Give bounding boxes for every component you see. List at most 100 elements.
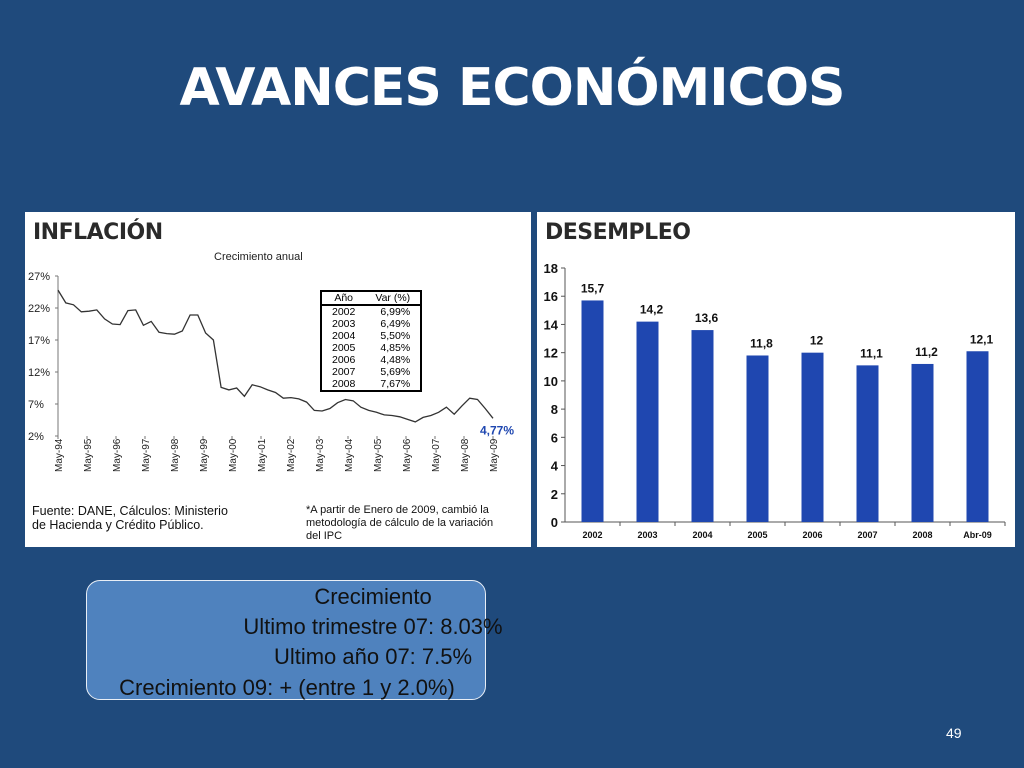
data-label: 12,1	[970, 332, 994, 346]
y-tick-label: 6	[551, 430, 558, 445]
table-cell: 2002	[332, 306, 356, 318]
footnote-line: metodología de cálculo de la variación	[306, 517, 494, 529]
x-tick-label: May-99	[199, 438, 210, 472]
data-label: 11,8	[750, 336, 773, 350]
growth-last-quarter: Ultimo trimestre 07: 8.03%	[243, 614, 503, 639]
x-tick-label: May-04	[344, 438, 355, 472]
bar	[856, 365, 879, 522]
data-label: 12	[810, 334, 824, 348]
bar	[801, 352, 824, 522]
last-value-label: 4,77%	[480, 423, 514, 437]
x-tick-label: 2006	[802, 530, 822, 540]
x-tick-label: May-02	[286, 438, 297, 472]
x-tick-label: 2008	[912, 530, 932, 540]
bar	[636, 321, 659, 522]
bar	[581, 300, 604, 522]
growth-last-year: Ultimo año 07: 7.5%	[273, 644, 473, 669]
y-tick-label: 4	[551, 459, 559, 474]
table-row: 2008 7,67%	[321, 378, 421, 391]
growth-2009: Crecimiento 09: + (entre 1 y 2.0%)	[119, 675, 455, 700]
unemployment-panel: DESEMPLEO 0 2 4 6 8 10 12 14 16 18 2002 15,7 2003 14,…	[537, 212, 1015, 547]
x-tick-label: May-08	[460, 438, 471, 472]
table-header-year: Año	[321, 291, 366, 306]
inflation-table: Año Var (%) 2002 6,99% 2003 6,49% 2004 5,50…	[320, 290, 423, 392]
table-row: 2006 4,48%	[321, 354, 421, 366]
x-tick-label: Abr-09	[963, 530, 992, 540]
table-row: 2007 5,69%	[321, 366, 421, 378]
y-tick-label: 2	[551, 487, 558, 502]
x-tick-label: May-00	[228, 438, 239, 472]
x-tick-label: May-01	[257, 438, 268, 472]
unemployment-chart: 0 2 4 6 8 10 12 14 16 18 2002 15,7 2003 14,2 2004 13,6 2…	[544, 261, 1006, 540]
y-tick-label: 22%	[28, 303, 50, 315]
x-tick-label: May-06	[402, 438, 413, 472]
bar	[966, 351, 989, 522]
x-tick-label: 2004	[692, 530, 712, 540]
table-row: 2002 6,99%	[321, 305, 421, 318]
x-tick-label: May-95	[83, 438, 94, 472]
growth-heading: Crecimiento	[314, 584, 432, 609]
y-tick-label: 12	[544, 346, 558, 361]
footnote-line: *A partir de Enero de 2009, cambió la	[306, 504, 489, 516]
growth-box: Crecimiento Ultimo trimestre 07: 8.03% U…	[86, 580, 503, 700]
data-label: 13,6	[695, 311, 719, 325]
x-tick-label: May-97	[141, 438, 152, 472]
inflation-chart: 27% 22% 17% 12% 7% 2% May-94 May-95 May-96 May-97…	[28, 271, 514, 472]
table-cell: 2004	[332, 330, 356, 342]
x-tick-label: 2003	[637, 530, 657, 540]
table-row: 2005 4,85%	[321, 342, 421, 354]
y-tick-label: 27%	[28, 271, 50, 283]
data-label: 14,2	[640, 303, 664, 317]
y-tick-label: 7%	[28, 399, 44, 411]
x-tick-label: May-09	[489, 438, 500, 472]
table-cell: 2008	[332, 378, 356, 390]
bar	[911, 363, 934, 522]
unemployment-title: DESEMPLEO	[545, 220, 691, 245]
y-tick-label: 12%	[28, 367, 50, 379]
table-cell: 5,50%	[380, 330, 411, 342]
x-tick-label: May-03	[315, 438, 326, 472]
table-cell: 5,69%	[380, 366, 411, 378]
slide-title: AVANCES ECONÓMICOS	[179, 58, 846, 118]
inflation-title: INFLACIÓN	[33, 220, 163, 245]
inflation-panel: INFLACIÓN Crecimiento anual 27% 22% 17% 12%…	[25, 212, 531, 547]
table-cell: 7,67%	[380, 378, 411, 390]
table-cell: 6,49%	[380, 318, 411, 330]
data-label: 15,7	[581, 281, 605, 295]
y-tick-label: 8	[551, 402, 558, 417]
y-tick-label: 18	[544, 261, 558, 276]
x-tick-label: May-96	[112, 438, 123, 472]
x-tick-label: 2007	[857, 530, 877, 540]
table-cell: 4,85%	[380, 342, 411, 354]
bar	[746, 355, 769, 522]
data-label: 11,2	[915, 345, 938, 359]
table-header-var: Var (%)	[365, 291, 422, 306]
x-tick-label: May-98	[170, 438, 181, 472]
page-number: 49	[946, 725, 962, 741]
table-row: 2003 6,49%	[321, 318, 421, 330]
y-tick-label: 17%	[28, 335, 50, 347]
x-tick-label: May-94	[54, 438, 65, 472]
inflation-source: Fuente: DANE, Cálculos: Ministerio de Ha…	[32, 504, 228, 532]
x-tick-label: 2002	[582, 530, 602, 540]
table-cell: 2005	[332, 342, 356, 354]
inflation-footnote: *A partir de Enero de 2009, cambió la me…	[306, 504, 493, 543]
x-tick-label: May-05	[373, 438, 384, 472]
table-cell: 6,99%	[380, 306, 411, 318]
inflation-subtitle: Crecimiento anual	[214, 251, 303, 263]
table-cell: 2007	[332, 366, 356, 378]
footnote-line: del IPC	[306, 530, 343, 542]
y-tick-label: 16	[544, 289, 558, 304]
y-tick-label: 0	[551, 515, 558, 530]
inflation-series-line	[57, 289, 494, 423]
data-label: 11,1	[860, 346, 883, 360]
y-tick-label: 14	[544, 317, 559, 332]
x-tick-label: 2005	[747, 530, 767, 540]
table-cell: 4,48%	[380, 354, 411, 366]
x-tick-label: May-07	[431, 438, 442, 472]
table-cell: 2003	[332, 318, 356, 330]
y-tick-label: 10	[544, 374, 558, 389]
table-row: 2004 5,50%	[321, 330, 421, 342]
y-tick-label: 2%	[28, 431, 44, 443]
source-line: de Hacienda y Crédito Público.	[32, 518, 204, 532]
